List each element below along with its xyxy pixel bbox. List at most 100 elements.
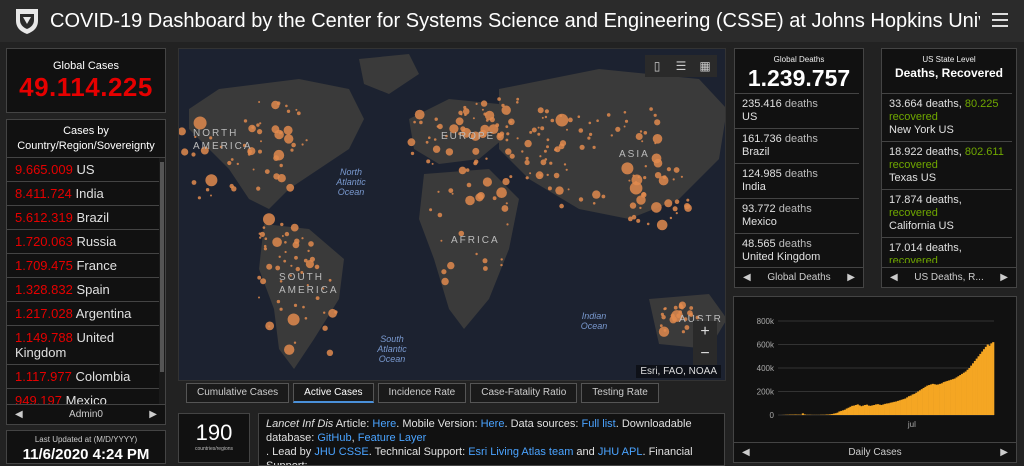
case-dot[interactable] [437,190,440,193]
daily-bar[interactable] [990,343,993,415]
daily-bar[interactable] [862,405,865,415]
case-dot[interactable] [546,145,549,149]
daily-bar[interactable] [831,414,834,415]
daily-bar[interactable] [942,382,945,415]
case-dot[interactable] [305,260,314,269]
case-dot[interactable] [687,310,693,316]
case-dot[interactable] [200,146,209,155]
tab-cumulative-cases[interactable]: Cumulative Cases [186,383,290,403]
case-dot[interactable] [546,173,549,177]
daily-bar[interactable] [869,405,872,415]
case-dot[interactable] [516,97,520,101]
case-dot[interactable] [451,192,454,195]
daily-bar[interactable] [983,349,986,415]
case-dot[interactable] [257,129,263,135]
daily-bar[interactable] [977,356,980,415]
case-dot[interactable] [540,126,545,131]
case-dot[interactable] [293,303,298,307]
case-dot[interactable] [676,313,681,319]
case-dot[interactable] [314,264,320,270]
case-dot[interactable] [543,149,547,153]
case-dot[interactable] [328,278,332,282]
case-dot[interactable] [636,195,646,205]
daily-bar[interactable] [955,377,958,415]
case-dot[interactable] [309,256,315,262]
case-dot[interactable] [621,162,634,175]
case-dot[interactable] [525,176,529,180]
daily-bar[interactable] [867,405,870,415]
daily-bar[interactable] [900,399,903,415]
case-dot[interactable] [436,125,439,128]
next-arrow-icon[interactable]: ▶ [1000,447,1008,458]
case-dot[interactable] [672,318,676,322]
case-dot[interactable] [248,124,256,133]
case-dot[interactable] [649,107,653,111]
case-dot[interactable] [652,134,663,144]
case-dot[interactable] [441,269,447,275]
case-dot[interactable] [664,307,667,310]
case-dot[interactable] [505,138,509,142]
case-dot[interactable] [286,183,295,192]
case-dot[interactable] [194,135,197,139]
daily-bar[interactable] [915,392,918,415]
case-dot[interactable] [559,114,563,118]
case-dot[interactable] [277,174,286,183]
data-sources-link[interactable]: Full list [581,418,616,430]
daily-bar[interactable] [979,353,982,415]
case-dot[interactable] [558,143,565,150]
daily-bar[interactable] [988,345,991,415]
case-dot[interactable] [262,226,266,229]
case-dot[interactable] [258,296,260,299]
daily-bar[interactable] [966,369,969,415]
case-dot[interactable] [263,244,267,248]
daily-bar[interactable] [849,406,852,415]
case-dot[interactable] [302,305,305,309]
case-dot[interactable] [407,138,416,147]
tab-incidence-rate[interactable]: Incidence Rate [377,383,467,403]
case-dot[interactable] [563,163,567,166]
daily-bar[interactable] [929,384,933,415]
case-dot[interactable] [429,208,433,212]
case-dot[interactable] [433,138,437,141]
country-row[interactable]: 1.709.475 France [7,254,165,278]
case-dot[interactable] [508,118,515,126]
case-dot[interactable] [568,117,573,123]
case-dot[interactable] [550,118,555,123]
case-dot[interactable] [432,145,441,153]
case-dot[interactable] [284,231,290,237]
case-dot[interactable] [496,133,504,141]
case-dot[interactable] [578,197,584,202]
case-dot[interactable] [256,123,260,127]
daily-bar[interactable] [873,405,876,415]
case-dot[interactable] [445,134,448,138]
case-dot[interactable] [483,266,488,271]
case-dot[interactable] [191,152,196,157]
zoom-out-button[interactable]: − [700,345,710,362]
case-dot[interactable] [307,249,310,253]
daily-bar[interactable] [871,405,874,415]
case-dot[interactable] [458,132,462,136]
case-dot[interactable] [461,127,472,138]
daily-bar[interactable] [917,391,920,416]
case-dot[interactable] [286,109,291,113]
case-dot[interactable] [555,113,569,127]
case-dot[interactable] [301,143,304,146]
next-arrow-icon[interactable]: ▶ [847,272,855,283]
state-row[interactable]: 33.664 deaths, 80.225 recovered New York U… [882,94,1012,142]
github-link[interactable]: GitHub [317,432,352,444]
case-dot[interactable] [669,216,673,220]
case-dot[interactable] [230,158,234,161]
case-dot[interactable] [592,190,601,199]
case-dot[interactable] [279,280,283,283]
deaths-list[interactable]: 235.416 deaths US 161.736 deaths Brazil 124.… [735,93,859,263]
daily-bar[interactable] [860,406,863,415]
daily-bar[interactable] [847,407,850,416]
case-dot[interactable] [659,324,663,328]
case-dot[interactable] [592,202,596,205]
tab-testing-rate[interactable]: Testing Rate [581,383,659,403]
jhu-apl-link[interactable]: JHU APL [597,446,643,458]
case-dot[interactable] [291,142,296,148]
daily-bar[interactable] [875,404,878,415]
case-dot[interactable] [606,113,611,117]
case-dot[interactable] [502,178,510,186]
